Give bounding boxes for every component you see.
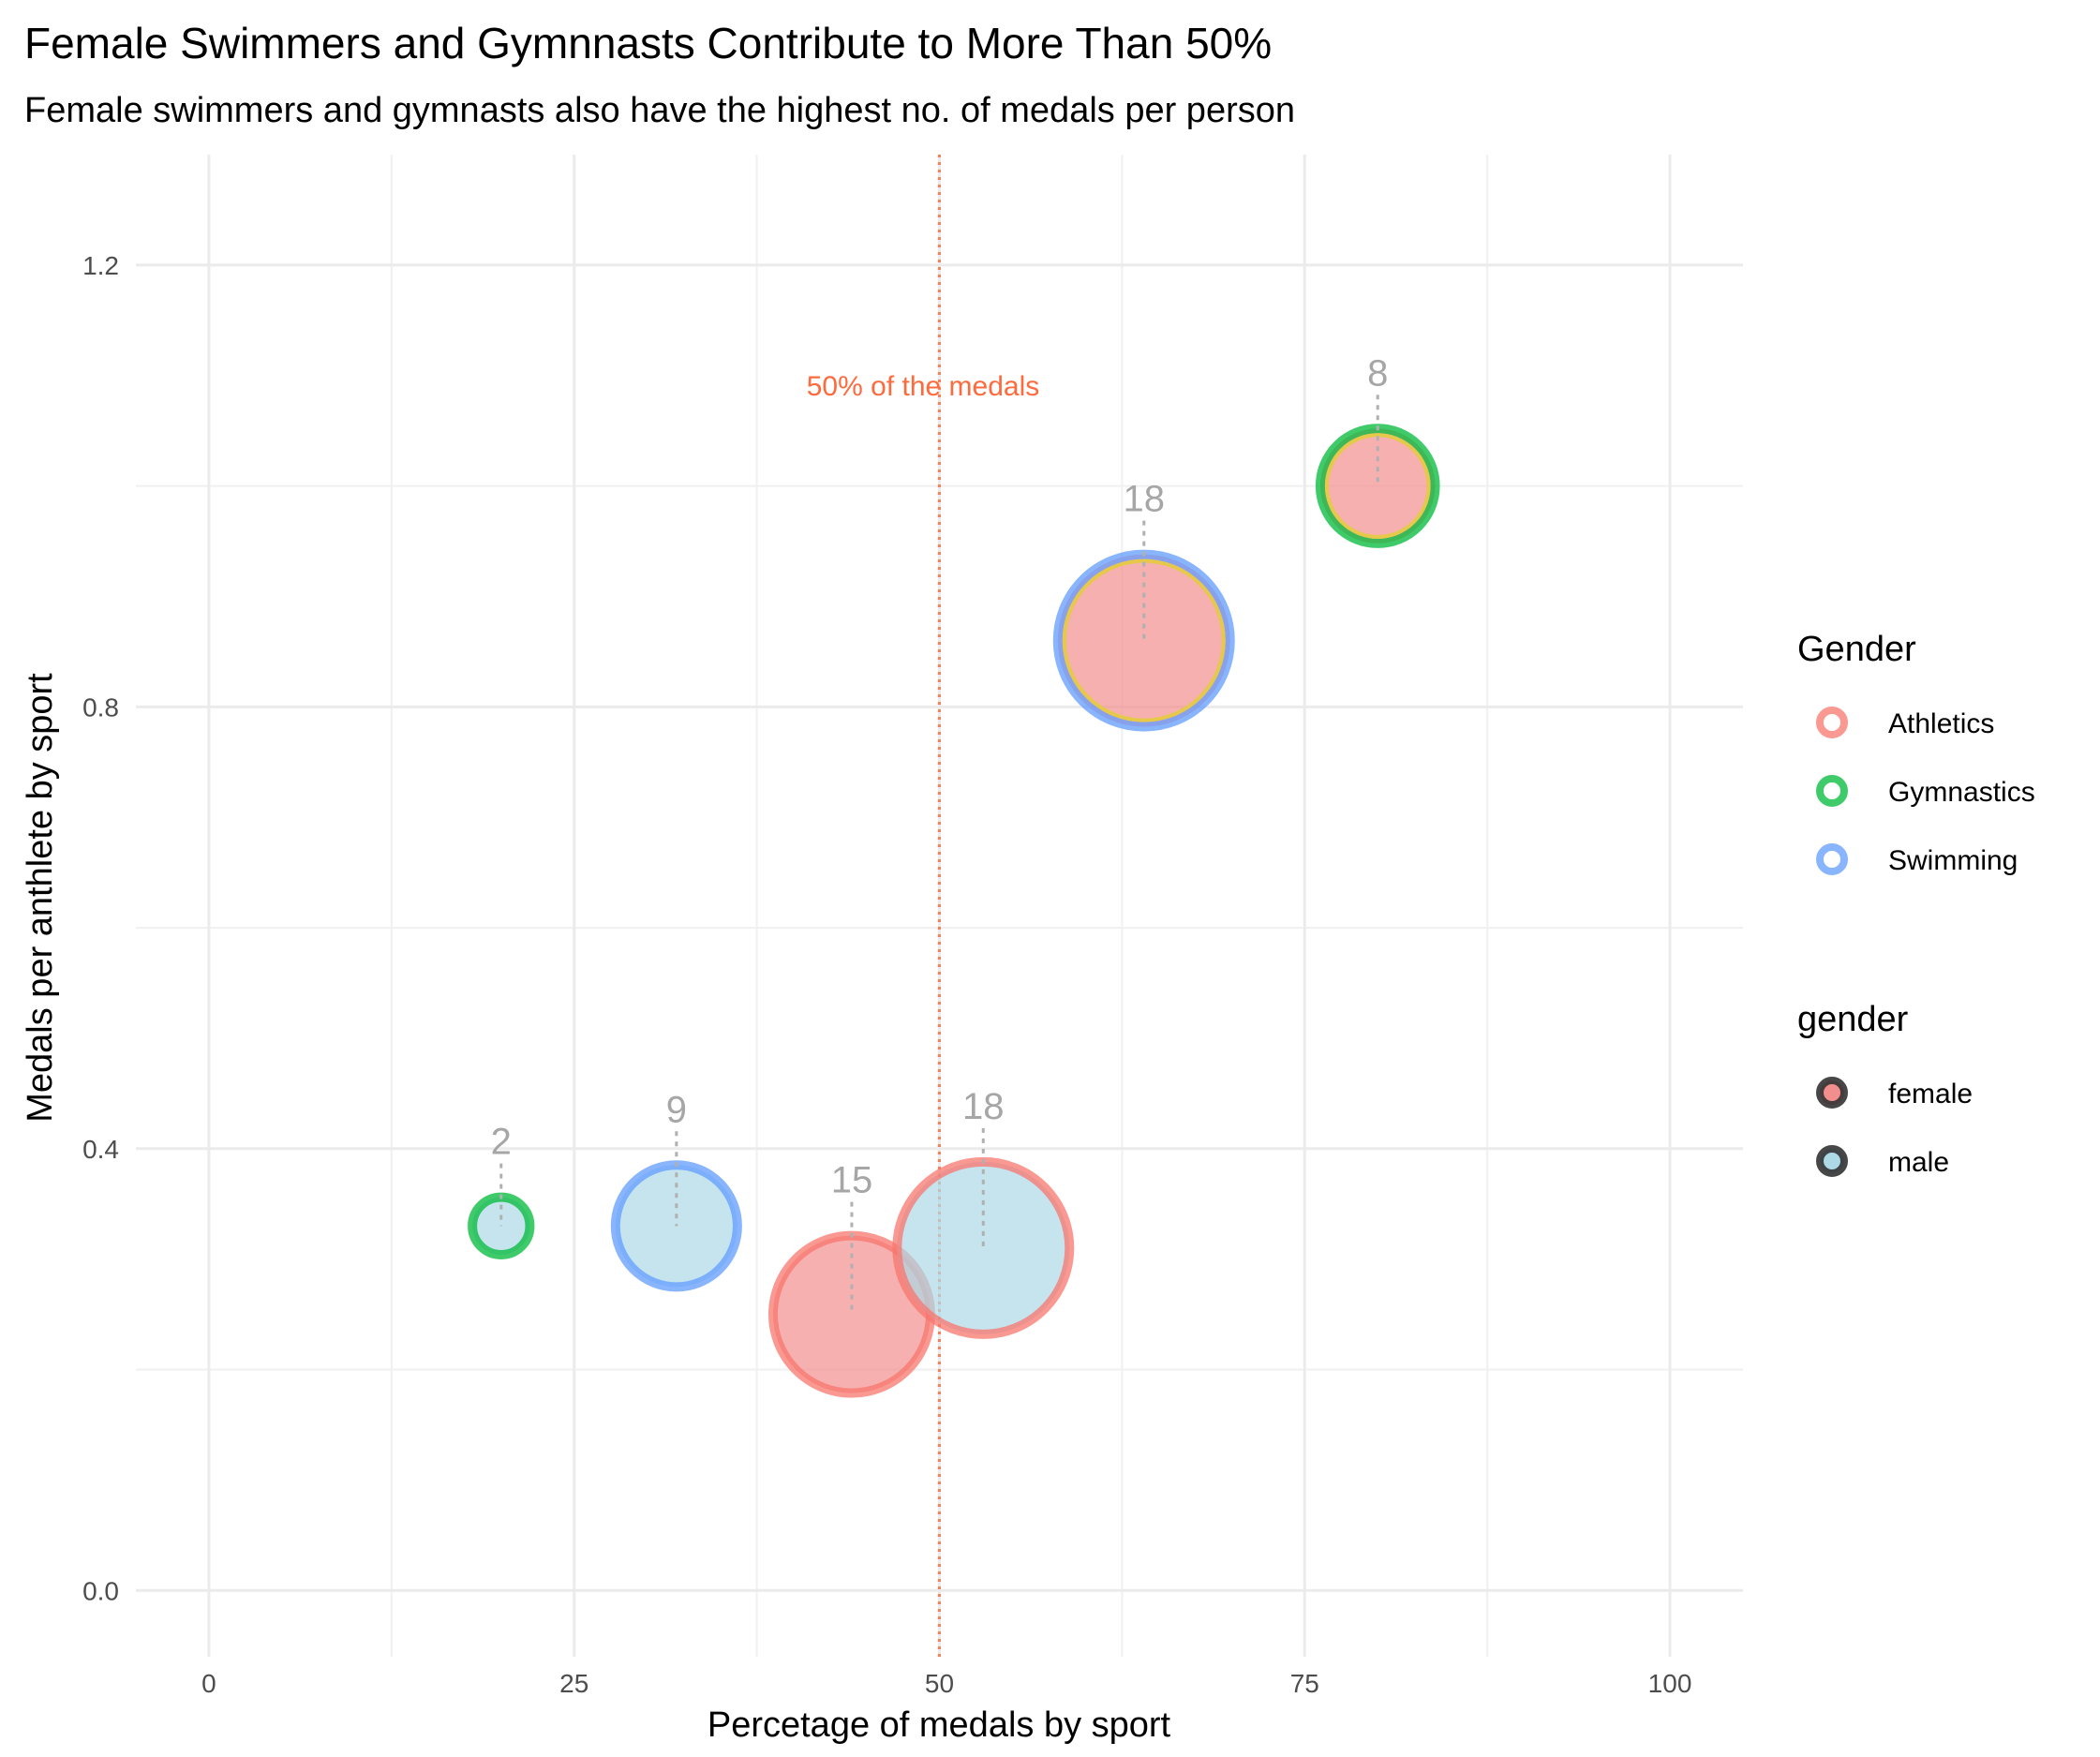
y-tick-label: 0.0	[82, 1576, 119, 1605]
bubble-swimming-male: 9	[610, 1089, 742, 1292]
legend-label-female: female	[1888, 1079, 1973, 1109]
legend-key-gymnastics	[1816, 775, 1848, 807]
count-label: 18	[1124, 479, 1166, 520]
y-tick-label: 1.2	[82, 251, 119, 280]
count-label: 9	[666, 1089, 687, 1130]
y-tick-label: 0.8	[82, 692, 119, 722]
bubble-athletics-male: 18	[892, 1086, 1075, 1339]
y-tick-label: 0.4	[82, 1135, 119, 1164]
count-label: 18	[962, 1086, 1005, 1127]
x-tick-label: 100	[1648, 1669, 1692, 1698]
x-tick-label: 25	[559, 1669, 588, 1698]
x-tick-label: 75	[1290, 1669, 1319, 1698]
legend-label-athletics: Athletics	[1888, 708, 1994, 739]
legend-label-swimming: Swimming	[1888, 845, 2018, 876]
legend-label-gymnastics: Gymnastics	[1888, 777, 2035, 808]
legend-key-female	[1816, 1077, 1848, 1109]
chart-title: Female Swimmers and Gymnnasts Contribute…	[24, 19, 1272, 67]
bubble-swimming-female: 18	[1052, 479, 1235, 732]
count-label: 8	[1367, 352, 1388, 394]
y-axis-title: Medals per anthlete by sport	[21, 673, 60, 1123]
count-label: 15	[831, 1160, 873, 1201]
x-axis-title: Percetage of medals by sport	[707, 1705, 1171, 1745]
legend-label-male: male	[1888, 1147, 1949, 1178]
bubble-gymnastics-male: 2	[468, 1122, 535, 1259]
legend: Gender Athletics Gymnastics Swimming gender f…	[1797, 630, 2035, 1178]
reference-line-label: 50% of the medals	[807, 371, 1039, 402]
legend-title: Gender	[1797, 630, 1916, 669]
legend-key-athletics	[1816, 707, 1848, 738]
bubble-highlight-ring	[1324, 433, 1431, 539]
legend-title: gender	[1797, 1000, 1909, 1039]
legend-key-male	[1816, 1145, 1848, 1177]
bubble-highlight-ring	[1062, 558, 1226, 722]
count-label: 2	[491, 1122, 512, 1163]
plot-area: 0 25 50 75 100 0.0 0.4 0.8 1.2 50% of the medals 2…	[82, 155, 1743, 1698]
x-tick-label: 50	[925, 1669, 954, 1698]
x-tick-label: 0	[201, 1669, 216, 1698]
chart-subtitle: Female swimmers and gymnasts also have t…	[24, 91, 1295, 130]
bubble-gymnastics-female: 8	[1315, 352, 1440, 548]
legend-key-swimming	[1816, 843, 1848, 875]
